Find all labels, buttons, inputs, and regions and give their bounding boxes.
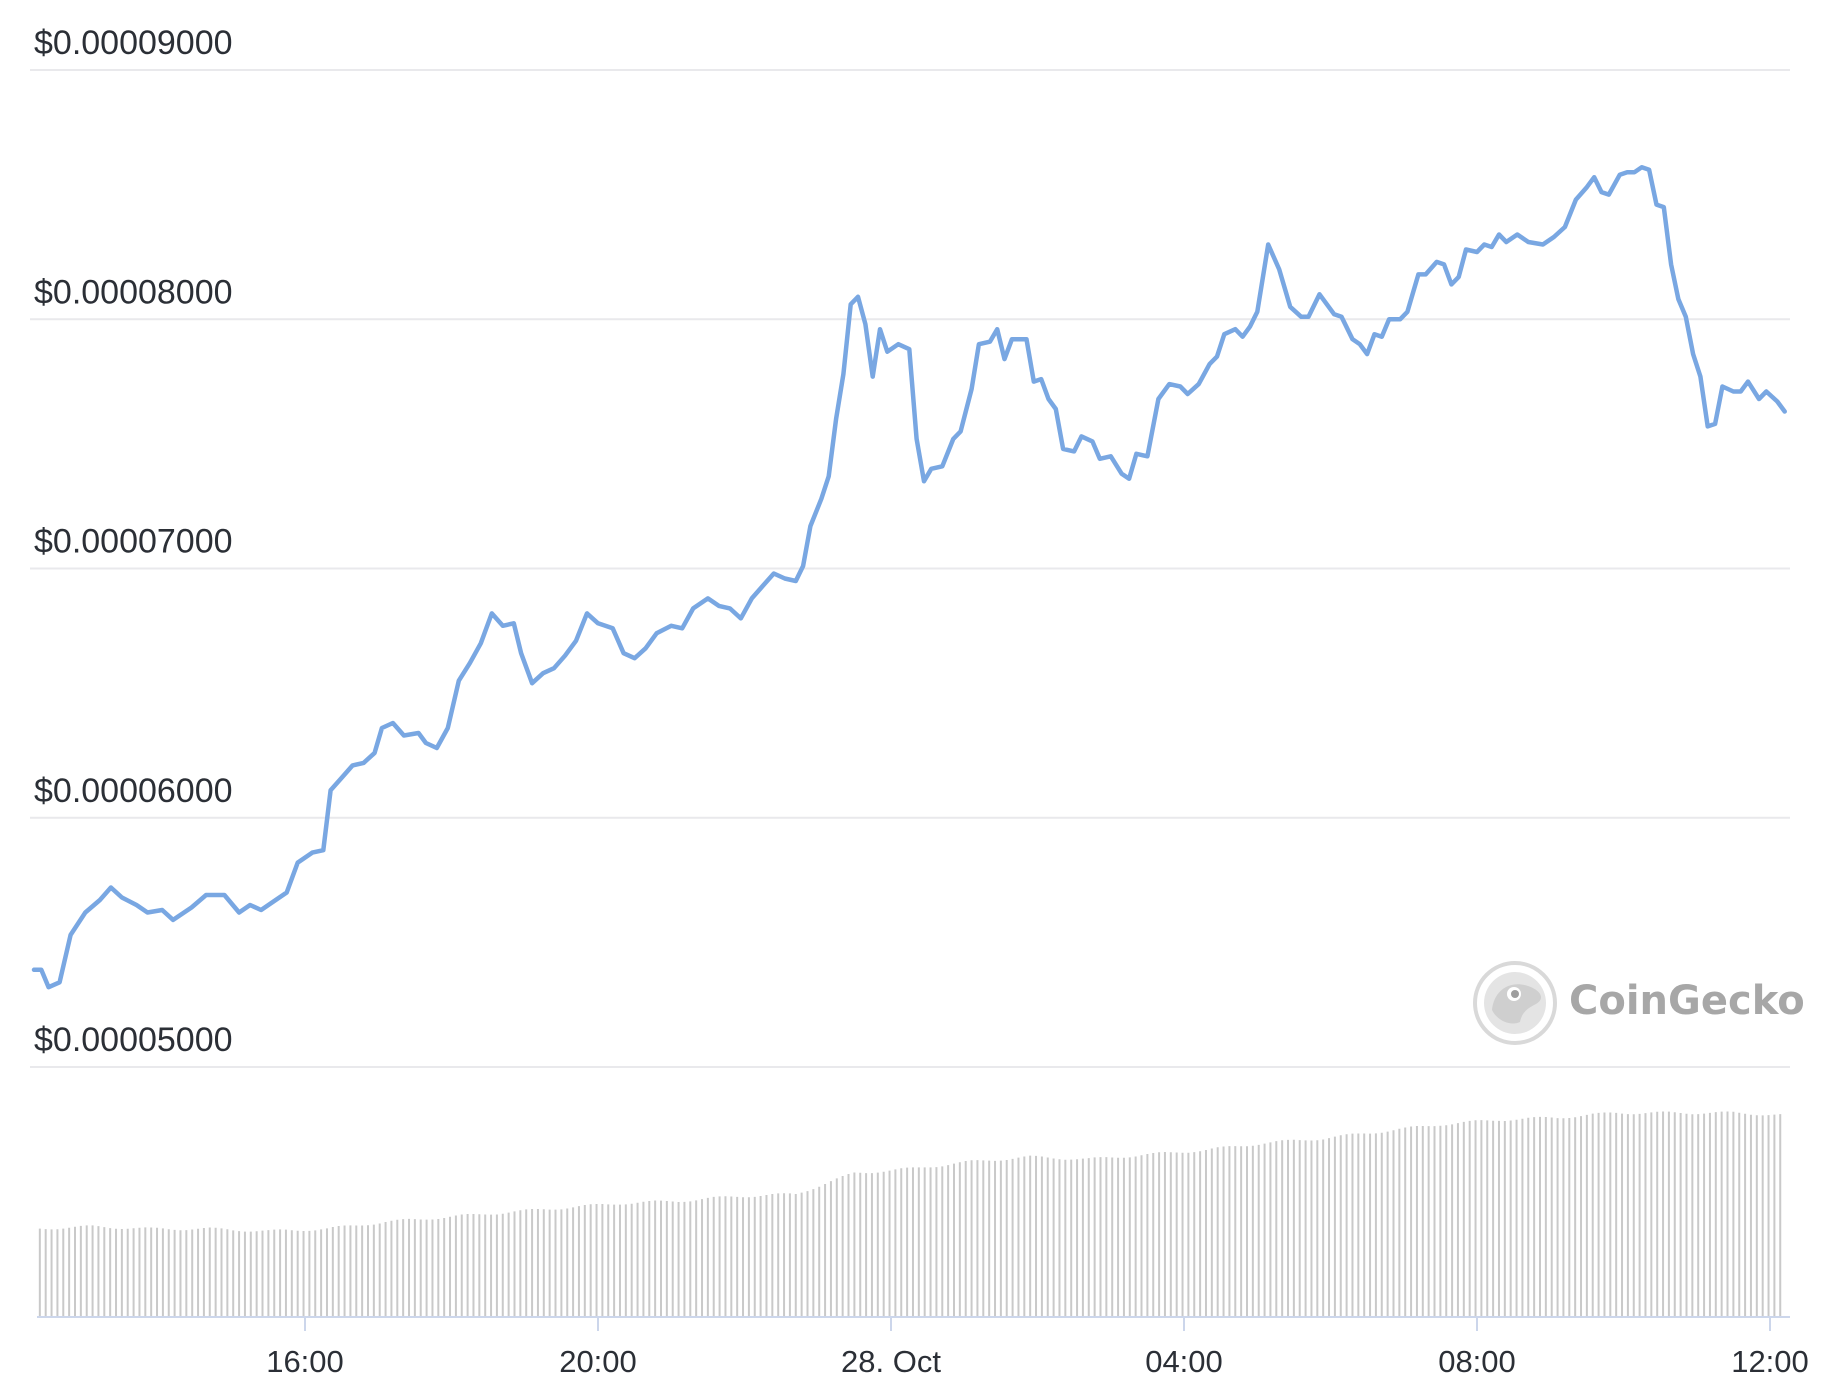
price-line-layer <box>31 164 1787 990</box>
coingecko-logo-icon <box>1473 961 1557 1045</box>
volume-bars <box>38 1111 1782 1317</box>
x-axis <box>37 1316 1790 1331</box>
coingecko-watermark: CoinGecko <box>1473 961 1805 1045</box>
grid-lines <box>30 69 1790 1068</box>
price-line <box>31 164 1787 990</box>
watermark-text: CoinGecko <box>1569 978 1805 1024</box>
y-tick-label: $0.00006000 <box>34 772 233 810</box>
x-tick-label: 20:00 <box>559 1344 637 1379</box>
y-tick-label: $0.00009000 <box>34 24 233 62</box>
y-tick-label: $0.00008000 <box>34 273 233 311</box>
y-tick-label: $0.00005000 <box>34 1021 233 1059</box>
y-axis-labels: $0.00009000 $0.00008000 $0.00007000 $0.0000… <box>34 24 233 1059</box>
y-tick-label: $0.00007000 <box>34 523 233 561</box>
x-tick-label: 12:00 <box>1731 1344 1809 1379</box>
x-tick-label: 08:00 <box>1438 1344 1516 1379</box>
x-tick-label: 16:00 <box>266 1344 344 1379</box>
x-tick-label: 28. Oct <box>841 1344 941 1379</box>
x-tick-label: 04:00 <box>1145 1344 1223 1379</box>
x-axis-labels: 16:00 20:00 28. Oct 04:00 08:00 12:00 <box>266 1344 1809 1379</box>
